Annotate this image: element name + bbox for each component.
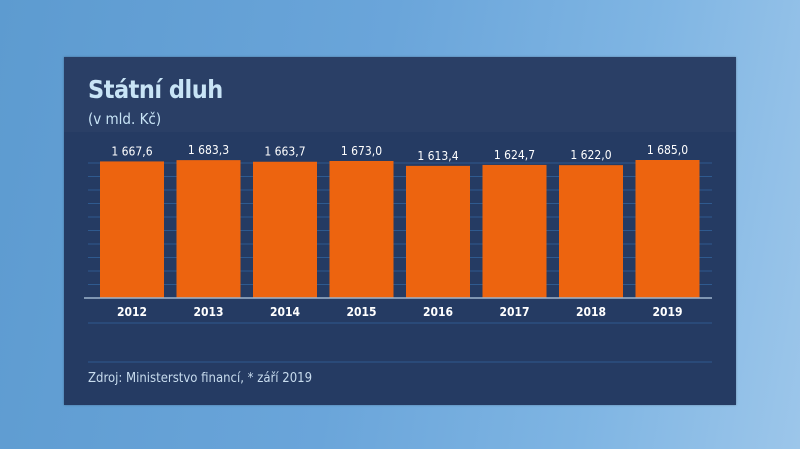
data-label: 1 683,3	[188, 143, 229, 157]
bar	[100, 161, 164, 298]
chart-panel: Státní dluh (v mld. Kč) 1 667,6 2012 1 683…	[64, 57, 736, 405]
data-label: 1 613,4	[417, 149, 458, 163]
bar	[176, 160, 241, 298]
x-tick-label: 2013	[193, 305, 223, 319]
data-label: 1 622,0	[570, 148, 611, 162]
bar	[253, 161, 317, 298]
bar	[559, 165, 623, 298]
data-label: 1 685,0	[647, 143, 688, 157]
data-label: 1 624,7	[494, 148, 535, 162]
x-tick-label: 2012	[117, 305, 147, 319]
x-tick-label: 2017	[499, 305, 529, 319]
x-tick-label: 2019	[652, 305, 682, 319]
x-tick-label: 2016	[423, 305, 453, 319]
bar	[482, 164, 547, 298]
bar-chart: 1 667,6 2012 1 683,3 2013 1 663,7 2014 1 673,0…	[84, 143, 712, 363]
data-label: 1 673,0	[341, 144, 382, 158]
x-tick-label: 2018	[576, 305, 606, 319]
chart-header	[64, 57, 736, 132]
chart-source: Zdroj: Ministerstvo financí, * září 2019	[88, 371, 313, 386]
bar	[635, 160, 700, 298]
x-tick-label: 2014	[270, 305, 301, 319]
chart-title: Státní dluh	[88, 75, 223, 104]
bar	[329, 160, 394, 298]
chart-subtitle: (v mld. Kč)	[88, 110, 162, 128]
bar	[406, 165, 470, 298]
data-label: 1 667,6	[111, 144, 152, 158]
x-tick-label: 2015	[346, 305, 376, 319]
data-label: 1 663,7	[264, 145, 305, 159]
